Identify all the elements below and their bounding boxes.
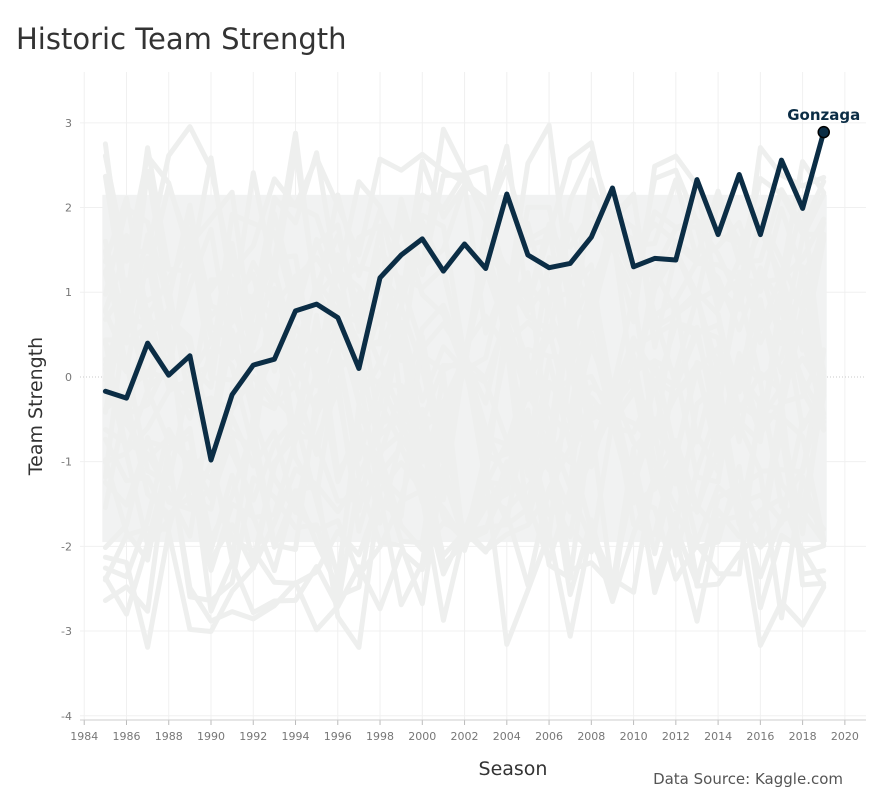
x-tick-label: 1992: [239, 730, 267, 743]
labels-layer: 1984 1986 1988 1990 1992 1994 1996 1998 2000 2002…: [25, 106, 860, 780]
y-tick-label: -4: [61, 710, 72, 723]
x-axis-title: Season: [479, 758, 548, 780]
background-team-lines: [102, 122, 827, 650]
y-tick-label: 0: [65, 371, 72, 384]
y-tick-label: -1: [61, 456, 72, 469]
data-source-note: Data Source: Kaggle.com: [653, 770, 843, 788]
background-team-line: [102, 411, 827, 580]
background-team-line: [102, 313, 827, 487]
x-tick-label: 2016: [746, 730, 774, 743]
series-layer: [102, 125, 830, 463]
axes: [80, 719, 866, 725]
endpoint-marker: [817, 125, 830, 139]
x-tick-label: 2010: [620, 730, 648, 743]
x-tick-label: 1994: [282, 730, 310, 743]
x-tick-label: 2006: [535, 730, 563, 743]
x-tick-label: 1996: [324, 730, 352, 743]
series-annotation-label: Gonzaga: [787, 106, 860, 124]
x-tick-label: 1998: [366, 730, 394, 743]
x-tick-label: 1984: [70, 730, 98, 743]
x-tick-label: 1986: [112, 730, 140, 743]
x-tick-label: 2002: [451, 730, 479, 743]
x-tick-label: 1988: [155, 730, 183, 743]
x-tick-label: 2000: [408, 730, 436, 743]
chart-title: Historic Team Strength: [16, 22, 347, 56]
x-tick-label: 2020: [831, 730, 859, 743]
y-tick-label: 1: [65, 286, 72, 299]
x-tick-label: 2004: [493, 730, 521, 743]
y-tick-label: -2: [61, 540, 72, 553]
x-tick-label: 2008: [577, 730, 605, 743]
x-tick-label: 2012: [662, 730, 690, 743]
x-tick-label: 1990: [197, 730, 225, 743]
y-tick-label: -3: [61, 625, 72, 638]
y-tick-label: 3: [65, 117, 72, 130]
x-tick-label: 2018: [789, 730, 817, 743]
background-team-line: [102, 126, 827, 306]
x-tick-label: 2014: [704, 730, 732, 743]
y-tick-label: 2: [65, 202, 72, 215]
y-axis-title: Team Strength: [25, 337, 47, 476]
